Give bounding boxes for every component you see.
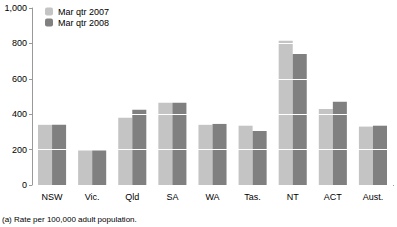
- svg-text:Mar qtr 2008: Mar qtr 2008: [58, 18, 109, 28]
- svg-text:Aust.: Aust.: [363, 192, 384, 202]
- svg-text:NSW: NSW: [42, 192, 64, 202]
- svg-text:ACT: ACT: [324, 192, 343, 202]
- svg-text:200: 200: [12, 145, 27, 155]
- svg-text:Tas.: Tas.: [244, 192, 261, 202]
- svg-text:NT: NT: [287, 192, 299, 202]
- svg-text:600: 600: [12, 74, 27, 84]
- svg-text:WA: WA: [205, 192, 219, 202]
- svg-text:400: 400: [12, 109, 27, 119]
- svg-text:Vic.: Vic.: [85, 192, 100, 202]
- svg-text:Qld: Qld: [125, 192, 139, 202]
- svg-text:1,000: 1,000: [4, 3, 27, 13]
- svg-text:SA: SA: [166, 192, 178, 202]
- svg-text:0: 0: [22, 180, 27, 190]
- svg-text:(a) Rate per 100,000 adult pop: (a) Rate per 100,000 adult population.: [2, 215, 137, 224]
- svg-text:Mar qtr 2007: Mar qtr 2007: [58, 7, 109, 17]
- svg-text:800: 800: [12, 38, 27, 48]
